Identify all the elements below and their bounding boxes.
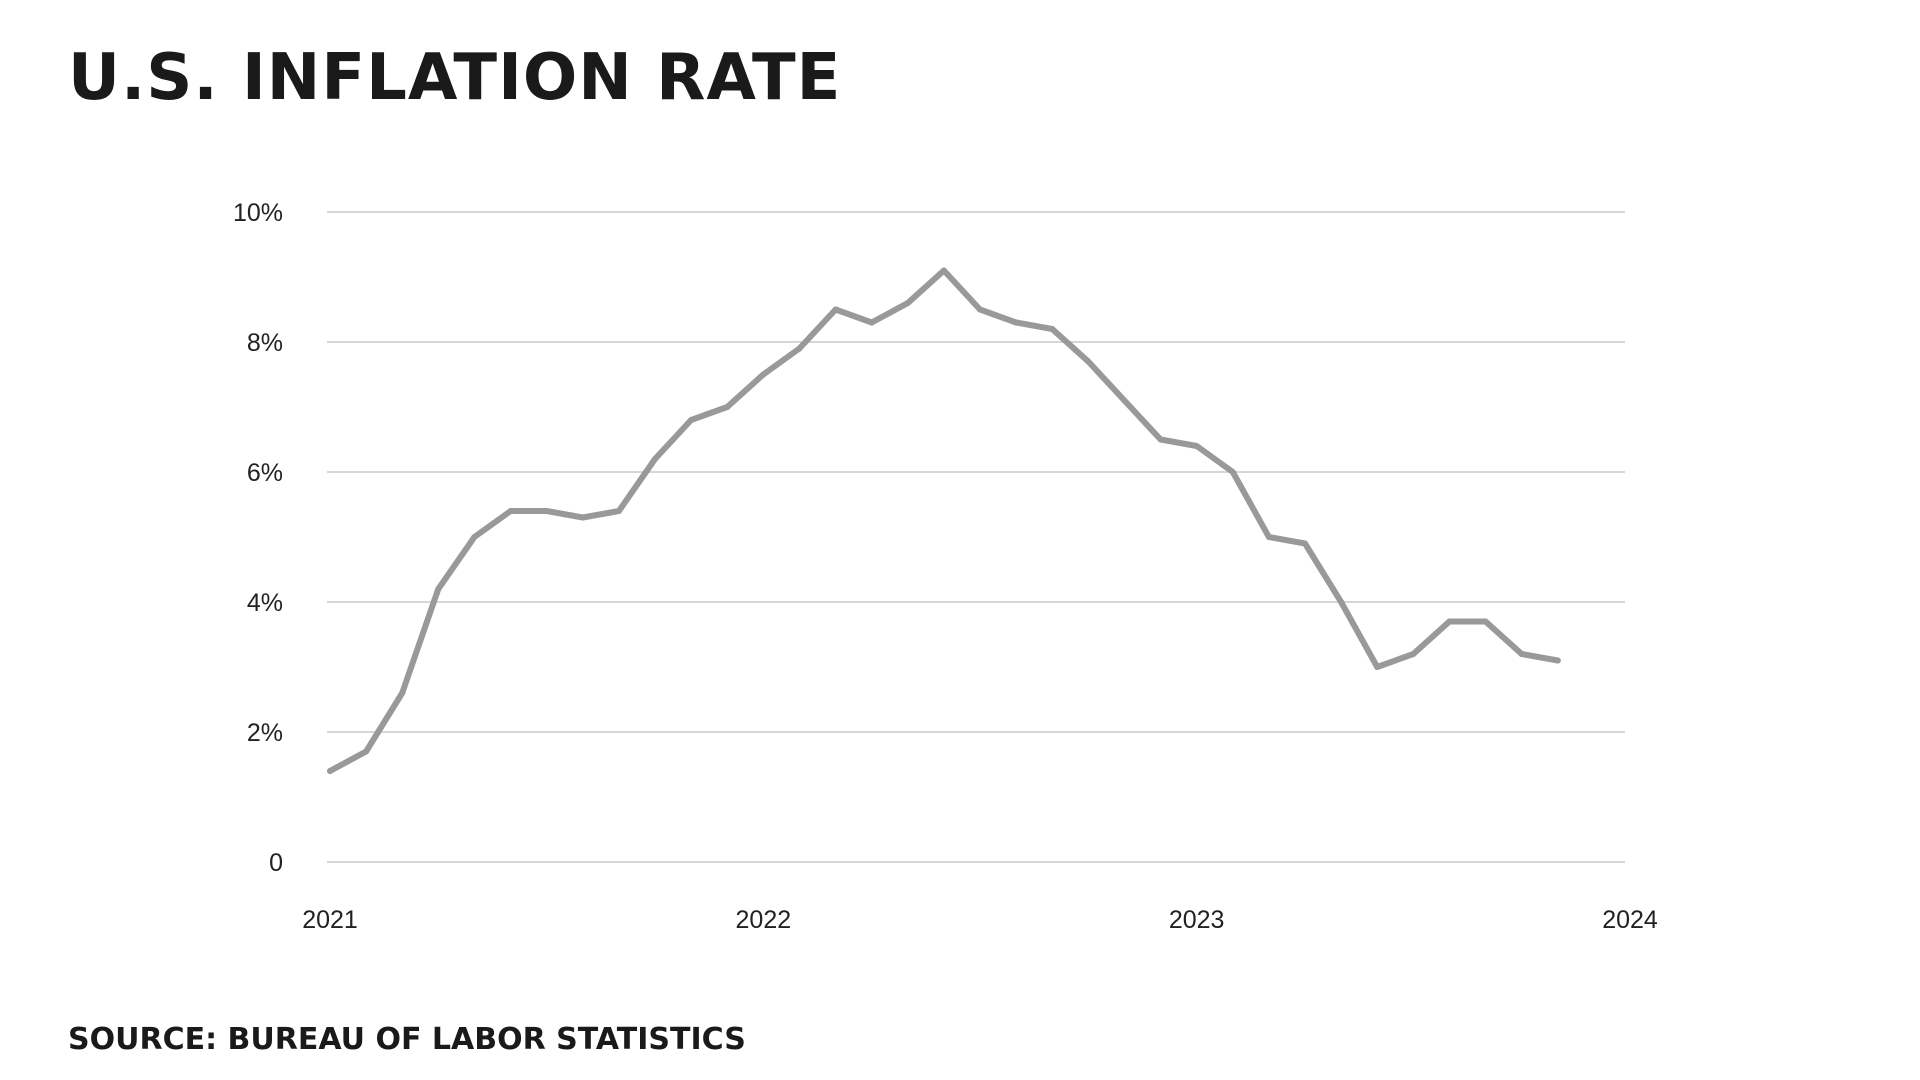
data-point xyxy=(1013,319,1020,326)
data-point xyxy=(435,586,442,592)
data-point xyxy=(507,508,514,514)
data-point xyxy=(1338,599,1345,605)
y-tick-label: 8% xyxy=(247,329,283,357)
data-point xyxy=(1085,358,1092,365)
data-point xyxy=(977,306,983,313)
data-point xyxy=(1374,664,1381,670)
data-point xyxy=(940,267,947,274)
data-point xyxy=(1446,618,1453,625)
y-axis-ticks: 0 2% 4% 6% 8% 10% xyxy=(233,199,283,877)
data-point xyxy=(868,319,875,326)
gridlines xyxy=(327,211,1625,863)
data-point xyxy=(1554,657,1561,664)
series-lines xyxy=(327,267,1561,774)
data-point xyxy=(652,456,658,462)
data-point xyxy=(1410,651,1417,657)
data-point xyxy=(1302,540,1308,547)
data-point xyxy=(543,508,550,514)
y-tick-label: 2% xyxy=(247,719,283,747)
data-point xyxy=(832,306,839,313)
data-point xyxy=(796,345,803,352)
x-tick-label: 2024 xyxy=(1602,906,1658,934)
chart-title: U.S. INFLATION RATE xyxy=(68,41,842,115)
data-point xyxy=(1193,443,1200,449)
data-point xyxy=(363,748,370,755)
data-point xyxy=(1157,436,1164,443)
y-tick-label: 0 xyxy=(269,849,283,877)
data-point xyxy=(471,534,478,540)
data-point xyxy=(1121,397,1128,404)
data-point xyxy=(760,371,767,378)
y-tick-label: 6% xyxy=(247,459,283,487)
x-tick-label: 2021 xyxy=(302,906,358,934)
series-points xyxy=(327,267,1561,774)
data-point xyxy=(327,768,333,774)
data-point xyxy=(904,300,911,306)
data-point xyxy=(399,690,406,696)
x-axis-ticks: 2021 2022 2023 2024 xyxy=(302,906,1658,934)
data-point xyxy=(1518,651,1525,657)
data-point xyxy=(724,404,731,410)
data-point xyxy=(1482,618,1489,625)
y-tick-label: 10% xyxy=(233,199,283,227)
data-point xyxy=(579,514,586,521)
data-point xyxy=(1049,326,1056,332)
series-line xyxy=(327,267,1561,774)
source-note: SOURCE: BUREAU OF LABOR STATISTICS xyxy=(68,1022,746,1057)
data-point xyxy=(1229,469,1236,475)
data-point xyxy=(688,417,695,423)
x-tick-label: 2023 xyxy=(1169,906,1225,934)
data-point xyxy=(1265,534,1272,540)
data-point xyxy=(615,508,622,514)
x-tick-label: 2022 xyxy=(736,906,792,934)
y-tick-label: 4% xyxy=(247,589,283,617)
